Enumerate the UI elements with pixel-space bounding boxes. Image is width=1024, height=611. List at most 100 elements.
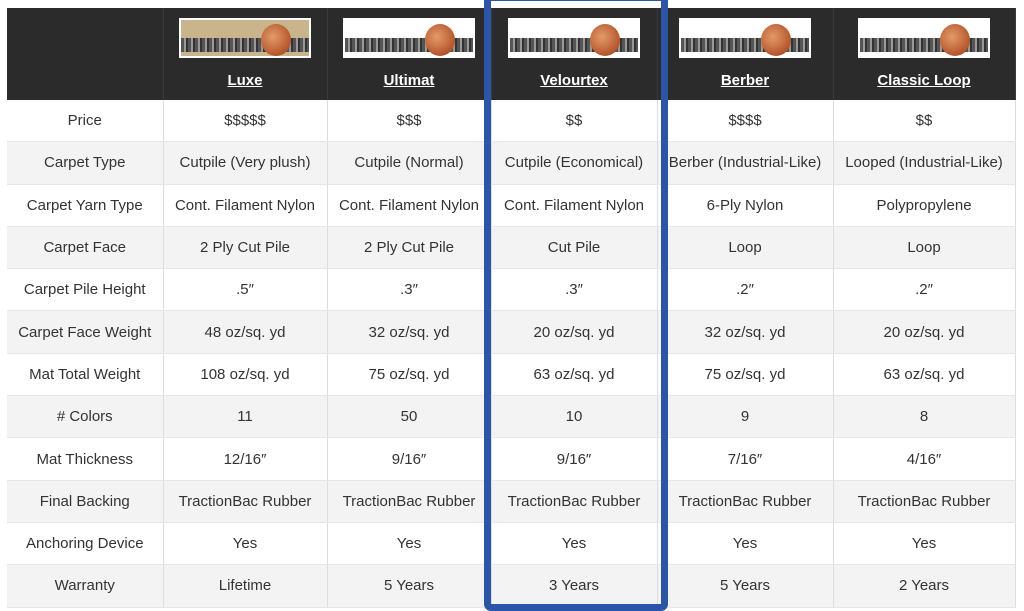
- table-row-carpet-face: Carpet Face 2 Ply Cut Pile 2 Ply Cut Pile C…: [7, 226, 1016, 270]
- penny-icon: [425, 24, 455, 56]
- cell-classic-loop: $$: [833, 100, 1016, 143]
- carpet-sample-image[interactable]: [508, 18, 640, 58]
- cell-velourtex: Cont. Filament Nylon: [491, 184, 658, 227]
- cell-luxe: Yes: [163, 522, 328, 566]
- table-row-final-backing: Final Backing TractionBac Rubber TractionB…: [7, 480, 1016, 523]
- cell-velourtex: 10: [491, 395, 658, 439]
- cell-velourtex: $$: [491, 100, 658, 143]
- table-row-carpet-yarn-type: Carpet Yarn Type Cont. Filament Nylon Cont…: [7, 184, 1016, 227]
- cell-velourtex: 63 oz/sq. yd: [491, 353, 658, 397]
- cell-velourtex: Cutpile (Economical): [491, 141, 658, 185]
- cell-velourtex: TractionBac Rubber: [491, 480, 658, 523]
- cell-ultimat: $$$: [327, 100, 492, 143]
- product-header-velourtex: Velourtex: [491, 8, 658, 100]
- row-label: # Colors: [7, 395, 164, 439]
- penny-icon: [761, 24, 791, 56]
- cell-luxe: Lifetime: [163, 564, 328, 608]
- row-label: Carpet Pile Height: [7, 268, 164, 312]
- cell-ultimat: Cont. Filament Nylon: [327, 184, 492, 227]
- cell-berber: Yes: [657, 522, 834, 566]
- table-row-mat-thickness: Mat Thickness 12/16″ 9/16″ 9/16″ 7/16″ 4/16″: [7, 437, 1016, 481]
- cell-berber: TractionBac Rubber: [657, 480, 834, 523]
- cell-berber: 75 oz/sq. yd: [657, 353, 834, 397]
- product-link[interactable]: Luxe: [227, 72, 263, 89]
- product-link[interactable]: Ultimat: [383, 72, 435, 89]
- header-row: Luxe Ultimat Velourtex Berber Classic Loop: [7, 8, 1016, 100]
- cell-classic-loop: .2″: [833, 268, 1016, 312]
- row-label: Carpet Face Weight: [7, 310, 164, 354]
- cell-velourtex: Yes: [491, 522, 658, 566]
- cell-velourtex: 20 oz/sq. yd: [491, 310, 658, 354]
- cell-berber: Berber (Industrial-Like): [657, 141, 834, 185]
- cell-classic-loop: 63 oz/sq. yd: [833, 353, 1016, 397]
- table-row-carpet-type: Carpet Type Cutpile (Very plush) Cutpile (…: [7, 141, 1016, 185]
- product-link[interactable]: Berber: [720, 72, 770, 89]
- cell-berber: Loop: [657, 226, 834, 270]
- cell-velourtex: Cut Pile: [491, 226, 658, 270]
- cell-luxe: Cont. Filament Nylon: [163, 184, 328, 227]
- cell-berber: 5 Years: [657, 564, 834, 608]
- row-label: Carpet Face: [7, 226, 164, 270]
- carpet-sample-image[interactable]: [179, 18, 311, 58]
- cell-ultimat: 2 Ply Cut Pile: [327, 226, 492, 270]
- cell-luxe: .5″: [163, 268, 328, 312]
- carpet-sample-image[interactable]: [858, 18, 990, 58]
- cell-luxe: 48 oz/sq. yd: [163, 310, 328, 354]
- cell-luxe: 12/16″: [163, 437, 328, 481]
- cell-ultimat: TractionBac Rubber: [327, 480, 492, 523]
- penny-icon: [590, 24, 620, 56]
- cell-luxe: $$$$$: [163, 100, 328, 143]
- row-label: Warranty: [7, 564, 164, 608]
- product-link[interactable]: Classic Loop: [877, 72, 971, 89]
- comparison-table: Luxe Ultimat Velourtex Berber Classic Loop P…: [7, 8, 1016, 608]
- table-row-carpet-pile-height: Carpet Pile Height .5″ .3″ .3″ .2″ .2″: [7, 268, 1016, 312]
- cell-velourtex: 9/16″: [491, 437, 658, 481]
- cell-berber: 7/16″: [657, 437, 834, 481]
- cell-berber: .2″: [657, 268, 834, 312]
- product-header-classic-loop: Classic Loop: [833, 8, 1016, 100]
- table-row-anchoring-device: Anchoring Device Yes Yes Yes Yes Yes: [7, 522, 1016, 566]
- cell-ultimat: 5 Years: [327, 564, 492, 608]
- cell-classic-loop: 4/16″: [833, 437, 1016, 481]
- product-header-luxe: Luxe: [163, 8, 328, 100]
- row-label: Final Backing: [7, 480, 164, 523]
- penny-icon: [261, 24, 291, 56]
- table-row-carpet-face-weight: Carpet Face Weight 48 oz/sq. yd 32 oz/sq. …: [7, 310, 1016, 354]
- cell-berber: $$$$: [657, 100, 834, 143]
- cell-classic-loop: Polypropylene: [833, 184, 1016, 227]
- row-label: Anchoring Device: [7, 522, 164, 566]
- product-header-berber: Berber: [657, 8, 834, 100]
- table-row-warranty: Warranty Lifetime 5 Years 3 Years 5 Years 2 Y…: [7, 564, 1016, 608]
- cell-luxe: TractionBac Rubber: [163, 480, 328, 523]
- cell-luxe: 108 oz/sq. yd: [163, 353, 328, 397]
- cell-ultimat: 9/16″: [327, 437, 492, 481]
- cell-berber: 9: [657, 395, 834, 439]
- cell-velourtex: 3 Years: [491, 564, 658, 608]
- cell-ultimat: Cutpile (Normal): [327, 141, 492, 185]
- cell-luxe: 11: [163, 395, 328, 439]
- carpet-sample-image[interactable]: [679, 18, 811, 58]
- cell-classic-loop: 8: [833, 395, 1016, 439]
- table-row-price: Price $$$$$ $$$ $$ $$$$ $$: [7, 100, 1016, 143]
- penny-icon: [940, 24, 970, 56]
- cell-luxe: 2 Ply Cut Pile: [163, 226, 328, 270]
- cell-ultimat: Yes: [327, 522, 492, 566]
- product-header-ultimat: Ultimat: [327, 8, 492, 100]
- carpet-sample-image[interactable]: [343, 18, 475, 58]
- cell-ultimat: .3″: [327, 268, 492, 312]
- cell-berber: 32 oz/sq. yd: [657, 310, 834, 354]
- cell-classic-loop: Yes: [833, 522, 1016, 566]
- cell-classic-loop: 2 Years: [833, 564, 1016, 608]
- cell-ultimat: 75 oz/sq. yd: [327, 353, 492, 397]
- product-link[interactable]: Velourtex: [540, 72, 608, 89]
- header-empty-cell: [7, 8, 164, 100]
- row-label: Carpet Type: [7, 141, 164, 185]
- row-label: Carpet Yarn Type: [7, 184, 164, 227]
- table-row-mat-total-weight: Mat Total Weight 108 oz/sq. yd 75 oz/sq. y…: [7, 353, 1016, 397]
- cell-classic-loop: Loop: [833, 226, 1016, 270]
- table-row-colors: # Colors 11 50 10 9 8: [7, 395, 1016, 439]
- cell-ultimat: 32 oz/sq. yd: [327, 310, 492, 354]
- row-label: Mat Thickness: [7, 437, 164, 481]
- cell-velourtex: .3″: [491, 268, 658, 312]
- cell-classic-loop: 20 oz/sq. yd: [833, 310, 1016, 354]
